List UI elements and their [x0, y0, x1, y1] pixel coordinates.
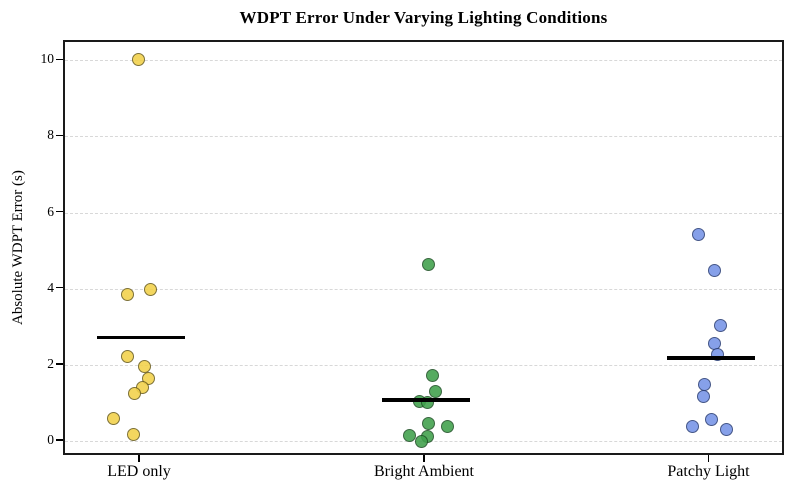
- y-tick-mark: [56, 134, 63, 137]
- data-point: [719, 423, 733, 437]
- y-tick-label: 0: [47, 431, 54, 447]
- data-point: [708, 264, 722, 278]
- gridline: [65, 212, 782, 214]
- gridline: [65, 60, 782, 62]
- y-tick-label: 6: [47, 203, 54, 219]
- data-point: [131, 52, 145, 66]
- data-point: [421, 416, 435, 430]
- data-point: [143, 283, 157, 297]
- y-tick-label: 2: [47, 355, 54, 371]
- data-point: [685, 420, 699, 434]
- gridline: [65, 364, 782, 366]
- data-point: [429, 385, 443, 399]
- y-tick-label: 4: [47, 279, 54, 295]
- y-tick-mark: [56, 210, 63, 213]
- data-point: [691, 227, 705, 241]
- y-tick-mark: [56, 286, 63, 289]
- data-point: [138, 359, 152, 373]
- data-point: [697, 390, 711, 404]
- y-tick-label: 10: [40, 51, 55, 67]
- x-category-label: Bright Ambient: [374, 463, 474, 480]
- gridline: [65, 136, 782, 138]
- chart-title: WDPT Error Under Varying Lighting Condit…: [239, 8, 608, 27]
- data-point: [126, 427, 140, 441]
- data-point: [121, 287, 135, 301]
- x-tick-mark: [423, 455, 425, 462]
- data-point: [121, 349, 135, 363]
- y-tick-mark: [56, 438, 63, 441]
- data-point: [425, 368, 439, 382]
- data-point: [713, 318, 727, 332]
- y-tick-mark: [56, 58, 63, 61]
- data-point: [421, 258, 435, 272]
- data-point: [440, 420, 454, 434]
- x-tick-mark: [707, 455, 710, 462]
- group-mean-line: [97, 335, 185, 340]
- data-point: [128, 386, 142, 400]
- data-point: [704, 412, 718, 426]
- plot-area: [63, 40, 784, 455]
- x-category-label: Patchy Light: [667, 463, 750, 480]
- data-point: [107, 412, 121, 426]
- y-tick-label: 8: [47, 127, 54, 143]
- group-mean-line: [382, 398, 470, 402]
- data-point: [414, 434, 428, 448]
- y-tick-mark: [56, 362, 63, 365]
- x-category-label: LED only: [107, 463, 171, 480]
- x-tick-mark: [138, 455, 140, 462]
- y-axis-label: Absolute WDPT Error (s): [10, 170, 26, 325]
- data-point: [697, 378, 711, 392]
- gridline: [65, 288, 782, 290]
- data-point: [403, 429, 417, 443]
- group-mean-line: [666, 356, 755, 360]
